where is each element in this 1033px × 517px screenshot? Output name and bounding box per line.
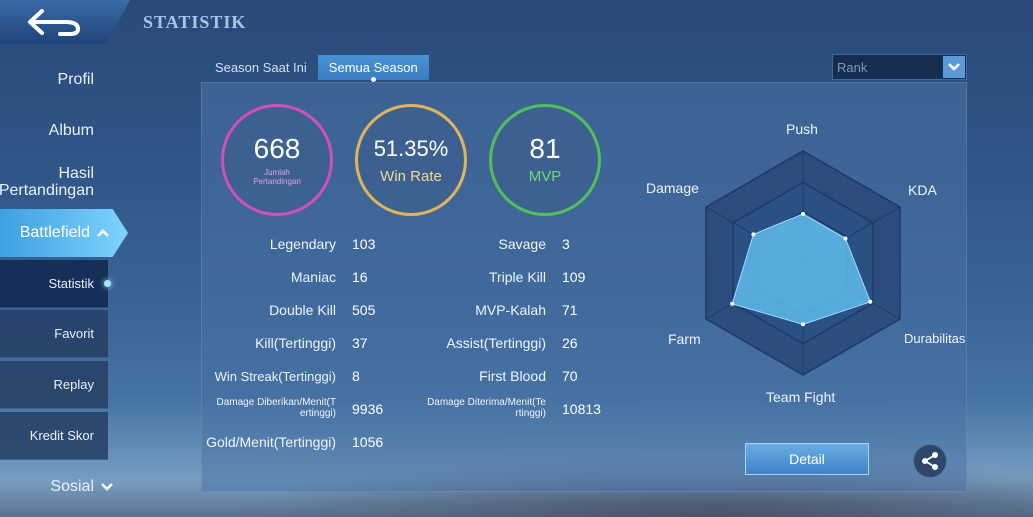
sidebar-item-label: Battlefield [19,224,90,241]
win-rate-circle: 51.35% Win Rate [355,104,467,216]
tab-label: Season Saat Ini [215,60,307,75]
sidebar-subitem-replay[interactable]: Replay [0,361,108,409]
season-tabs: Season Saat Ini Semua Season [204,55,429,82]
stat-label-damage-diterima: Damage Diterima/Menit(Te rtinggi) [406,397,546,419]
active-marker [104,280,111,287]
radar-point [801,211,805,216]
radar-label-durabilitas: Durabilitas [904,331,966,346]
stat-value-double-kill: 505 [352,302,376,318]
sidebar-subitem-kredit-skor[interactable]: Kredit Skor [0,412,108,460]
radar-points [730,211,873,327]
radar-point [868,299,873,304]
stat-label-line2: rtinggi) [515,408,546,419]
stat-label-line1: Damage Diberikan/Menit(T [216,397,337,408]
stat-value-damage-diberikan: 9936 [352,401,384,417]
radar-point [843,236,848,241]
back-arrow-icon [28,9,81,36]
stat-label-damage-diberikan: Damage Diberikan/Menit(T ertinggi) [196,397,337,419]
radar-label-push: Push [786,121,818,137]
stat-label-triple-kill: Triple Kill [488,269,546,285]
stat-label-savage: Savage [498,236,546,252]
sidebar-item-hasil-pertandingan[interactable]: Hasil Pertandingan [0,165,94,199]
sidebar-item-battlefield[interactable]: Battlefield [0,209,128,257]
stat-value-assist-tertinggi: 26 [562,335,578,351]
sidebar: Profil Album Hasil Pertandingan Battlefi… [0,46,130,517]
stat-label-line2: ertinggi) [299,408,336,419]
stat-value-damage-diterima: 10813 [562,401,601,417]
sidebar-item-label-line1: Hasil [58,165,94,182]
stat-value-mvp-kalah: 71 [562,302,578,318]
stat-label-double-kill: Double Kill [269,302,336,318]
stat-label-gold-menit: Gold/Menit(Tertinggi) [206,434,336,450]
stat-label-line1: Damage Diterima/Menit(Te [427,397,546,408]
radar-point [730,301,735,306]
page-title: STATISTIK [143,12,247,32]
stat-label-assist-tertinggi: Assist(Tertinggi) [446,335,546,351]
mvp-circle: 81 MVP [489,104,601,216]
tab-season-saat-ini[interactable]: Season Saat Ini [204,55,318,80]
top-bar: STATISTIK [0,0,1033,46]
matches-value: 668 [253,133,301,164]
radar-label-kda: KDA [908,182,937,198]
tab-semua-season[interactable]: Semua Season [317,55,429,82]
chevron-down-icon [948,63,960,71]
sidebar-item-profil[interactable]: Profil [57,71,94,88]
stat-value-kill-tertinggi: 37 [352,335,368,351]
sidebar-subitem-label: Kredit Skor [29,428,94,443]
sidebar-subitem-label: Statistik [48,276,94,291]
stat-label-maniac: Maniac [290,269,336,285]
mvp-value: 81 [529,133,561,164]
sidebar-item-sosial[interactable]: Sosial [50,478,114,496]
rank-filter-value: Rank [837,59,868,75]
stat-value-savage: 3 [562,236,570,252]
win-rate-label: Win Rate [380,168,442,185]
chevron-up-icon [97,229,109,237]
stat-value-win-streak: 8 [352,368,360,384]
detail-button[interactable]: Detail [745,443,869,475]
rank-filter-select[interactable]: Rank [832,54,967,80]
radar-chart [705,150,901,376]
stat-label-first-blood: First Blood [479,368,546,384]
sidebar-item-album[interactable]: Album [48,122,94,139]
stat-value-maniac: 16 [352,269,368,285]
sidebar-subitem-label: Favorit [54,326,94,341]
active-tab-dot [371,77,377,82]
sidebar-subitem-statistik[interactable]: Statistik [0,260,111,308]
radar-label-damage: Damage [646,180,699,196]
dropdown-button[interactable] [943,56,965,78]
tab-label: Semua Season [328,60,418,75]
sidebar-subitem-favorit[interactable]: Favorit [0,310,108,358]
win-rate-value: 51.35% [373,136,449,161]
stat-value-first-blood: 70 [562,368,578,384]
sidebar-item-label: Sosial [50,478,94,495]
share-button[interactable] [913,444,947,478]
stat-label-kill-tertinggi: Kill(Tertinggi) [255,335,336,351]
chevron-down-icon [101,483,113,491]
stat-value-gold-menit: 1056 [352,434,384,450]
stat-value-legendary: 103 [352,236,376,252]
matches-label-line2: Pertandingan [253,177,301,186]
sidebar-subitem-label: Replay [53,377,94,392]
share-icon [922,452,938,470]
back-button[interactable] [0,0,130,44]
stat-label-mvp-kalah: MVP-Kalah [475,302,546,318]
sidebar-item-label-line2: Pertandingan [0,182,94,199]
mvp-label: MVP [528,168,562,185]
stat-label-win-streak: Win Streak(Tertinggi) [214,369,336,384]
matches-circle: 668 Jumlah Pertandingan [221,104,333,216]
stat-value-triple-kill: 109 [562,269,586,285]
radar-label-farm: Farm [668,331,701,347]
radar-label-team-fight: Team Fight [766,389,836,405]
stat-label-legendary: Legendary [269,236,336,252]
radar-point [751,232,756,237]
radar-point [801,322,805,327]
matches-label: Jumlah Pertandingan [253,168,301,186]
matches-label-line1: Jumlah [264,168,290,177]
